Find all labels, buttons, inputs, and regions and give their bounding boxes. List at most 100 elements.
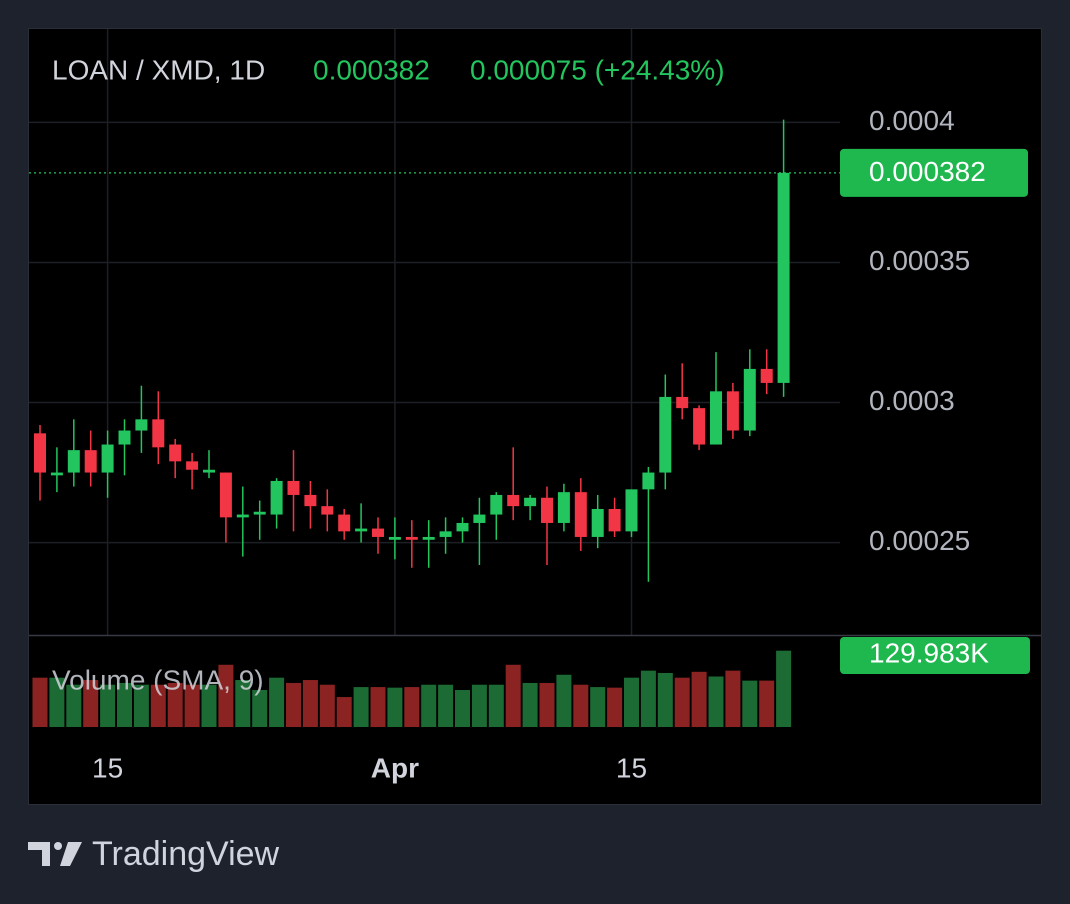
volume-bar xyxy=(370,687,386,727)
volume-title: Volume (SMA, 9) xyxy=(52,664,264,695)
volume-tag xyxy=(840,637,1030,674)
candle-body xyxy=(591,508,604,537)
candle-body xyxy=(760,368,773,383)
y-tick-label: 0.0003 xyxy=(869,385,955,416)
volume-bar xyxy=(353,687,369,727)
candle-body xyxy=(84,450,97,473)
candle-body xyxy=(355,528,368,532)
candle-body xyxy=(743,368,756,431)
candle-body xyxy=(135,419,148,431)
volume-bar xyxy=(404,687,420,727)
volume-bar xyxy=(556,674,572,727)
candle-body xyxy=(541,497,553,523)
candle-body xyxy=(203,469,215,473)
volume-bar xyxy=(286,682,301,727)
candle-body xyxy=(574,492,587,537)
volume-pane xyxy=(32,650,792,727)
candle-body xyxy=(642,472,655,490)
candle-body xyxy=(34,433,46,473)
last-price-header: 0.000382 xyxy=(313,54,430,85)
volume-bar xyxy=(167,682,183,727)
candle-body xyxy=(726,391,739,431)
candle-body xyxy=(422,536,435,540)
candle-body xyxy=(304,494,317,507)
volume-bar xyxy=(471,684,487,727)
candle-body xyxy=(253,511,266,515)
y-tick-label: 0.00025 xyxy=(869,525,970,556)
candle-body xyxy=(321,506,334,515)
volume-bar xyxy=(336,697,352,727)
candle-body xyxy=(439,531,452,537)
volume-bar xyxy=(100,684,116,727)
candle-body xyxy=(236,514,249,518)
logo-part xyxy=(54,842,62,850)
volume-bar xyxy=(691,671,707,727)
volume-bar xyxy=(708,676,724,727)
logo-part xyxy=(28,842,50,866)
candle-body xyxy=(524,497,537,507)
candle-body xyxy=(338,514,351,532)
candle-body xyxy=(152,419,165,448)
volume-bar xyxy=(539,682,555,727)
volume-bar xyxy=(455,690,470,727)
candle-body xyxy=(388,536,401,540)
volume-bar xyxy=(387,687,403,727)
volume-bar xyxy=(184,684,200,727)
candle-body xyxy=(693,408,706,445)
volume-bar xyxy=(725,670,741,727)
x-tick-label: 15 xyxy=(92,752,123,783)
volume-label: 129.983K xyxy=(869,637,989,668)
volume-bar xyxy=(640,670,656,727)
volume-bar xyxy=(438,684,454,727)
volume-bar xyxy=(674,677,690,727)
overlay: 0.00025 0.0003 0.00035 0.0004 15 Apr 15 0.00038… xyxy=(29,105,1030,783)
volume-bar xyxy=(235,680,251,727)
volume-bar xyxy=(488,684,504,727)
candle-body xyxy=(456,522,469,532)
candles xyxy=(34,119,790,582)
volume-bar xyxy=(133,684,149,727)
volume-bar xyxy=(776,650,792,727)
volume-bar xyxy=(218,664,234,727)
candle-body xyxy=(118,430,131,445)
candle-body xyxy=(777,172,790,383)
volume-bar xyxy=(421,684,437,727)
volume-bar xyxy=(252,690,268,727)
volume-bar xyxy=(573,684,589,727)
volume-bar xyxy=(624,677,639,727)
candle-body xyxy=(625,489,638,532)
y-tick-label: 0.00035 xyxy=(869,245,970,276)
candle-body xyxy=(50,472,63,476)
candle-body xyxy=(287,480,300,495)
logo-part xyxy=(60,842,82,866)
volume-bar xyxy=(83,680,99,727)
volume-bar xyxy=(522,682,538,727)
candle-body xyxy=(473,514,486,523)
x-tick-label: Apr xyxy=(371,752,419,783)
candle-body xyxy=(507,494,520,507)
volume-bar xyxy=(759,680,775,727)
volume-bar xyxy=(302,680,318,727)
change: 0.000075 (+24.43%) xyxy=(470,54,725,85)
candle-body xyxy=(405,536,418,540)
volume-bar xyxy=(66,684,82,727)
candle-body xyxy=(270,480,283,515)
candle-body xyxy=(101,444,114,473)
symbol: LOAN / XMD, 1D xyxy=(52,54,265,85)
candle-body xyxy=(710,391,722,445)
brand: TradingView xyxy=(92,835,280,873)
volume-bar xyxy=(590,687,606,727)
volume-bar xyxy=(505,664,521,727)
volume-bar xyxy=(269,677,285,727)
volume-bar xyxy=(319,684,335,727)
x-tick-label: 15 xyxy=(616,752,647,783)
candle-body xyxy=(608,508,621,532)
volume-bar xyxy=(32,677,48,727)
volume-bar xyxy=(742,680,758,727)
candle-body xyxy=(490,494,503,515)
candle-body xyxy=(659,396,672,473)
volume-bar xyxy=(117,682,132,727)
volume-bar xyxy=(607,687,623,727)
